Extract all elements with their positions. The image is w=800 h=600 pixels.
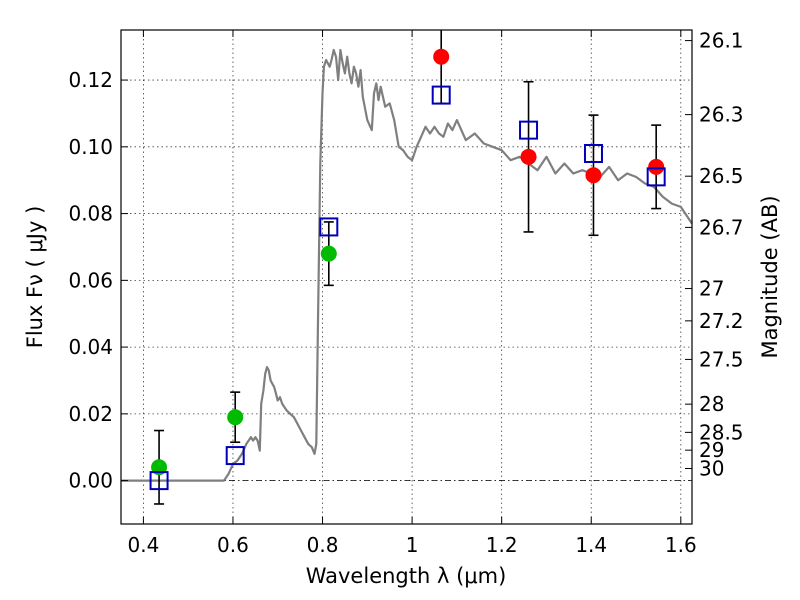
right-tick-label: 26.7 [699,215,744,239]
green-data-point [320,245,337,262]
plot-frame [120,29,693,525]
x-tick-label: 1.2 [486,533,518,557]
right-tick-label: 29 [699,438,724,462]
model-square-marker [319,217,339,237]
y-tick-label: 0.04 [68,335,113,359]
y-tick-label: 0.10 [68,135,113,159]
x-tick-label: 0.6 [217,533,249,557]
red-data-point [520,148,537,165]
right-tick-label: 27.5 [699,347,744,371]
right-tick-label: 30 [699,456,724,480]
right-tick-label: 28.5 [699,420,744,444]
right-tick-label: 26.3 [699,103,744,127]
y-axis-title: Flux Fν ( μJy ) [23,206,47,349]
y-tick-label: 0.08 [68,202,113,226]
model-square-marker [431,85,451,105]
x-tick-label: 0.4 [127,533,159,557]
model-square-marker [225,446,245,466]
right-tick-label: 28 [699,392,724,416]
y-tick-label: 0.06 [68,268,113,292]
grid-lines [121,30,692,524]
y-tick-label: 0.12 [68,68,113,92]
observed-points [151,48,665,476]
tick-labels: 0.4 0.6 0.8 1 1.2 1.4 1.6 0.00 0.02 0.04 0.06 0.08 0… [68,29,743,557]
right-axis-title: Magnitude (AB) [758,195,782,358]
error-bars [154,30,662,505]
red-data-point [648,158,665,175]
x-tick-label: 1.4 [575,533,607,557]
model-sed-line [121,48,693,482]
red-data-point [433,48,450,65]
right-tick-label: 27.2 [699,309,744,333]
model-photometry-squares [149,85,666,491]
right-tick-label: 27 [699,277,724,301]
x-tick-label: 1.6 [665,533,697,557]
y-tick-label: 0.00 [68,469,113,493]
axis-ticks [121,30,692,524]
model-square-marker [519,120,539,140]
model-square-marker [149,471,169,491]
model-square-marker [583,144,603,163]
model-square-marker [646,167,666,187]
right-tick-label: 26.5 [699,164,744,188]
right-tick-label: 26.1 [699,29,744,53]
x-tick-label: 1 [406,533,419,557]
model-sed-layer [121,48,693,482]
x-axis-title: Wavelength λ (μm) [306,564,507,588]
x-tick-label: 0.8 [307,533,339,557]
y-tick-label: 0.02 [68,402,113,426]
green-data-point [227,409,244,426]
red-data-point [585,167,602,184]
